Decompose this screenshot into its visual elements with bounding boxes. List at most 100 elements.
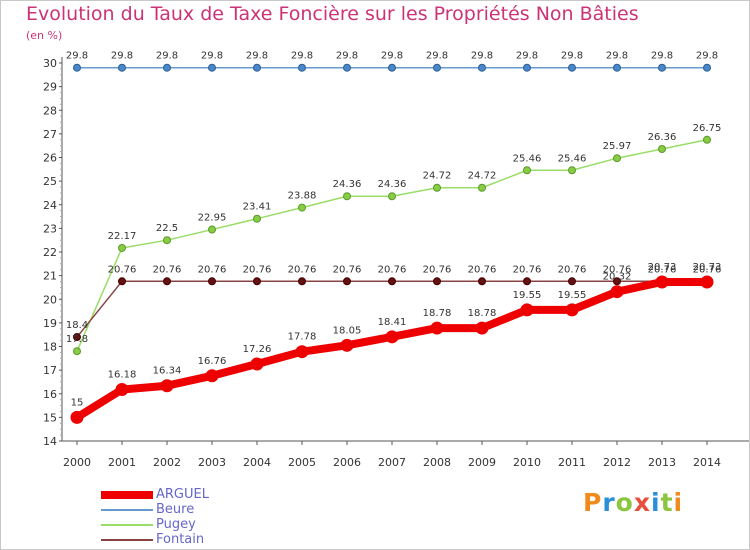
data-point-arguel xyxy=(385,330,399,344)
data-label-fontain: 20.76 xyxy=(558,264,587,275)
data-label-beure: 29.8 xyxy=(561,51,583,62)
data-label-beure: 29.8 xyxy=(111,51,133,62)
data-label-arguel: 20.73 xyxy=(648,262,677,273)
data-point-pugey xyxy=(433,183,441,192)
legend-swatch xyxy=(101,509,153,511)
data-point-fontain xyxy=(478,277,486,286)
data-point-pugey xyxy=(568,166,576,175)
logo-letter: x xyxy=(633,488,651,517)
data-label-pugey: 17.8 xyxy=(66,334,88,345)
y-tick-label: 21 xyxy=(43,270,57,283)
data-point-pugey xyxy=(613,154,621,163)
y-tick-label: 16 xyxy=(43,388,57,401)
data-point-fontain xyxy=(388,277,396,286)
legend-label: Beure xyxy=(156,502,195,517)
data-point-arguel xyxy=(610,285,624,299)
data-point-fontain xyxy=(163,277,171,286)
data-label-arguel: 19.55 xyxy=(513,290,542,301)
series-lines xyxy=(70,63,714,424)
data-point-fontain xyxy=(253,277,261,286)
data-label-fontain: 20.76 xyxy=(198,264,227,275)
chart-title: Evolution du Taux de Taxe Foncière sur l… xyxy=(26,3,639,25)
data-label-fontain: 20.76 xyxy=(423,264,452,275)
data-point-beure xyxy=(253,63,261,72)
y-tick-label: 30 xyxy=(43,57,57,70)
y-tick-label: 19 xyxy=(43,317,57,330)
data-point-arguel xyxy=(430,321,444,335)
data-point-pugey xyxy=(703,135,711,144)
data-label-arguel: 16.18 xyxy=(108,369,137,380)
data-point-arguel xyxy=(520,303,534,317)
data-label-beure: 29.8 xyxy=(156,51,178,62)
data-label-arguel: 19.55 xyxy=(558,290,587,301)
y-tick-label: 26 xyxy=(43,152,57,165)
data-label-pugey: 23.88 xyxy=(288,191,317,202)
data-label-pugey: 26.36 xyxy=(648,132,677,143)
y-tick-label: 23 xyxy=(43,222,57,235)
data-label-arguel: 20.73 xyxy=(693,262,722,273)
legend-swatch xyxy=(101,491,153,499)
data-point-pugey xyxy=(523,166,531,175)
data-label-fontain: 20.76 xyxy=(693,264,722,275)
data-point-beure xyxy=(478,63,486,72)
data-label-arguel: 20.32 xyxy=(603,272,632,283)
data-label-beure: 29.8 xyxy=(606,51,628,62)
data-label-pugey: 24.36 xyxy=(333,179,362,190)
data-label-fontain: 18.4 xyxy=(66,320,88,331)
data-point-fontain xyxy=(343,277,351,286)
x-tick-label: 2005 xyxy=(288,456,316,469)
y-tick-label: 18 xyxy=(43,341,57,354)
data-point-pugey xyxy=(73,347,81,356)
data-point-pugey xyxy=(253,214,261,223)
data-point-beure xyxy=(388,63,396,72)
data-label-fontain: 20.76 xyxy=(468,264,497,275)
proxiti-logo: Proxiti xyxy=(583,488,683,517)
data-label-fontain: 20.76 xyxy=(153,264,182,275)
data-label-arguel: 18.41 xyxy=(378,317,407,328)
data-point-beure xyxy=(343,63,351,72)
x-tick-label: 2009 xyxy=(468,456,496,469)
axes: 14 15 16 17 18 19 20 21 22 23 24 25 26 27 28 29 30 2000 20… xyxy=(43,57,749,469)
logo-letter: t xyxy=(660,488,674,517)
y-tick-label: 29 xyxy=(43,81,57,94)
data-point-arguel xyxy=(340,338,354,352)
unit-label: (en %) xyxy=(26,29,63,42)
data-point-arguel xyxy=(565,303,579,317)
data-point-pugey xyxy=(298,203,306,212)
y-tick-label: 22 xyxy=(43,246,57,259)
data-point-beure xyxy=(298,63,306,72)
logo-letter: i xyxy=(673,488,684,517)
data-point-pugey xyxy=(343,192,351,201)
data-label-pugey: 22.5 xyxy=(156,223,178,234)
data-label-fontain: 20.76 xyxy=(648,264,677,275)
data-label-beure: 29.8 xyxy=(246,51,268,62)
data-point-pugey xyxy=(658,144,666,153)
data-point-arguel xyxy=(655,275,669,289)
data-label-fontain: 20.76 xyxy=(333,264,362,275)
data-point-pugey xyxy=(208,225,216,234)
data-label-fontain: 20.76 xyxy=(603,264,632,275)
series-arguel xyxy=(70,275,714,424)
data-label-pugey: 25.97 xyxy=(603,141,632,152)
data-label-fontain: 20.76 xyxy=(513,264,542,275)
data-point-arguel xyxy=(700,275,714,289)
data-point-beure xyxy=(433,63,441,72)
data-label-fontain: 20.76 xyxy=(243,264,272,275)
logo-letter: i xyxy=(651,488,661,517)
y-tick-label: 25 xyxy=(43,175,57,188)
data-label-beure: 29.8 xyxy=(66,51,88,62)
data-label-pugey: 26.75 xyxy=(693,123,722,134)
data-label-fontain: 20.76 xyxy=(108,264,137,275)
y-tick-label: 28 xyxy=(43,104,57,117)
data-label-beure: 29.8 xyxy=(426,51,448,62)
x-tick-label: 2000 xyxy=(63,456,91,469)
x-tick-label: 2014 xyxy=(693,456,721,469)
data-label-pugey: 22.17 xyxy=(108,231,137,242)
data-point-beure xyxy=(703,63,711,72)
data-point-fontain xyxy=(613,277,621,286)
data-point-arguel xyxy=(160,379,174,393)
data-point-arguel xyxy=(250,357,264,371)
legend-swatch xyxy=(101,524,153,526)
data-label-beure: 29.8 xyxy=(516,51,538,62)
